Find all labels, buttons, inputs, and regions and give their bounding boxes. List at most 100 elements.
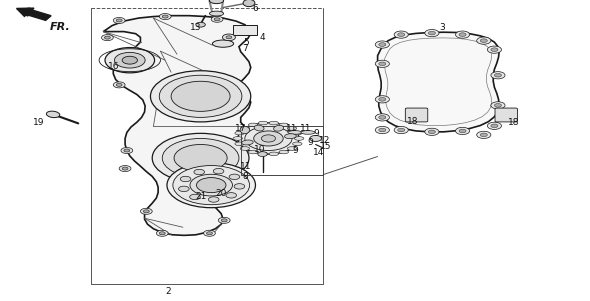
Ellipse shape xyxy=(113,82,125,88)
Ellipse shape xyxy=(152,133,249,183)
Ellipse shape xyxy=(229,174,240,179)
Ellipse shape xyxy=(196,22,205,27)
Ellipse shape xyxy=(174,144,227,172)
Text: 4: 4 xyxy=(260,33,266,42)
Ellipse shape xyxy=(162,15,168,18)
Ellipse shape xyxy=(47,111,60,118)
Ellipse shape xyxy=(459,33,466,36)
Text: 14: 14 xyxy=(313,148,324,157)
Text: 18: 18 xyxy=(407,116,419,126)
Ellipse shape xyxy=(455,127,470,135)
Ellipse shape xyxy=(394,126,408,134)
Ellipse shape xyxy=(242,140,253,145)
Ellipse shape xyxy=(171,81,230,111)
Ellipse shape xyxy=(480,39,487,42)
Ellipse shape xyxy=(104,36,110,39)
Ellipse shape xyxy=(279,150,289,154)
Ellipse shape xyxy=(206,232,212,235)
Text: 2: 2 xyxy=(165,287,171,296)
Polygon shape xyxy=(103,16,251,235)
Ellipse shape xyxy=(159,14,171,20)
Text: 11: 11 xyxy=(240,162,251,171)
Ellipse shape xyxy=(240,126,250,134)
Ellipse shape xyxy=(258,121,268,125)
Text: 8: 8 xyxy=(242,172,248,181)
Ellipse shape xyxy=(233,137,242,140)
Ellipse shape xyxy=(226,193,237,198)
Ellipse shape xyxy=(254,131,283,146)
Ellipse shape xyxy=(109,64,121,70)
Ellipse shape xyxy=(124,149,130,152)
Text: 9: 9 xyxy=(292,146,298,155)
FancyBboxPatch shape xyxy=(233,25,257,35)
Ellipse shape xyxy=(477,37,491,44)
Ellipse shape xyxy=(379,128,386,132)
Ellipse shape xyxy=(113,17,125,23)
Text: 16: 16 xyxy=(107,62,119,71)
Ellipse shape xyxy=(235,142,244,146)
Ellipse shape xyxy=(209,11,224,16)
Ellipse shape xyxy=(379,98,386,101)
Text: FR.: FR. xyxy=(50,22,71,32)
Ellipse shape xyxy=(179,186,189,191)
Ellipse shape xyxy=(214,18,220,21)
Ellipse shape xyxy=(159,75,242,117)
Ellipse shape xyxy=(114,52,145,68)
FancyArrow shape xyxy=(17,8,51,20)
Ellipse shape xyxy=(204,230,215,236)
Text: 21: 21 xyxy=(195,192,206,201)
Ellipse shape xyxy=(294,137,304,140)
Ellipse shape xyxy=(116,19,122,22)
Ellipse shape xyxy=(491,48,498,51)
Ellipse shape xyxy=(173,166,250,205)
FancyBboxPatch shape xyxy=(495,108,517,122)
Ellipse shape xyxy=(167,163,255,208)
Ellipse shape xyxy=(194,169,205,175)
Text: 9: 9 xyxy=(307,138,313,147)
Text: 3: 3 xyxy=(440,23,445,32)
Polygon shape xyxy=(378,32,499,132)
Ellipse shape xyxy=(261,135,276,142)
Ellipse shape xyxy=(425,128,439,135)
Text: 12: 12 xyxy=(319,136,330,145)
Ellipse shape xyxy=(150,71,251,122)
Ellipse shape xyxy=(105,48,155,73)
Ellipse shape xyxy=(494,73,501,77)
Ellipse shape xyxy=(209,0,224,4)
Text: 17: 17 xyxy=(235,124,247,133)
Ellipse shape xyxy=(284,134,296,139)
Ellipse shape xyxy=(491,102,505,109)
Text: 18: 18 xyxy=(507,118,519,127)
Ellipse shape xyxy=(101,35,113,41)
Ellipse shape xyxy=(226,36,232,39)
Text: 15: 15 xyxy=(320,142,332,151)
Ellipse shape xyxy=(119,166,131,172)
Text: 20: 20 xyxy=(215,189,227,198)
Ellipse shape xyxy=(122,167,128,170)
Ellipse shape xyxy=(156,230,168,236)
Ellipse shape xyxy=(480,133,487,137)
Ellipse shape xyxy=(428,130,435,134)
Ellipse shape xyxy=(375,126,389,134)
Ellipse shape xyxy=(301,131,315,134)
Ellipse shape xyxy=(491,124,498,128)
Text: 10: 10 xyxy=(254,145,266,154)
Ellipse shape xyxy=(269,121,278,125)
Ellipse shape xyxy=(218,217,230,223)
Ellipse shape xyxy=(213,169,224,174)
Ellipse shape xyxy=(248,123,258,127)
Ellipse shape xyxy=(428,31,435,35)
Ellipse shape xyxy=(269,152,278,156)
Ellipse shape xyxy=(279,123,289,127)
Ellipse shape xyxy=(162,138,239,178)
Text: 6: 6 xyxy=(252,4,258,13)
Ellipse shape xyxy=(180,176,191,182)
Ellipse shape xyxy=(287,127,297,130)
Ellipse shape xyxy=(239,27,251,33)
Ellipse shape xyxy=(122,56,137,64)
Ellipse shape xyxy=(379,43,386,46)
Ellipse shape xyxy=(375,60,389,67)
FancyBboxPatch shape xyxy=(405,108,428,122)
Ellipse shape xyxy=(234,184,245,189)
Ellipse shape xyxy=(258,152,268,156)
